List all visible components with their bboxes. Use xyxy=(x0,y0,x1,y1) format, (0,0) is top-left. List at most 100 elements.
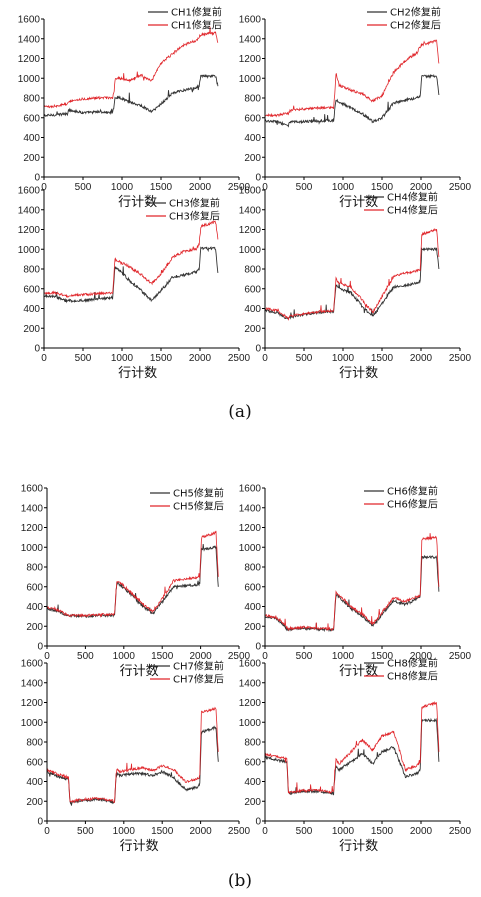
y-tick-label: 1400 xyxy=(18,34,41,45)
x-tick-label: 2500 xyxy=(228,651,251,662)
legend-label-1: CH2修复前 xyxy=(390,6,441,19)
chart-panel-4: 0 200 400 600 800 1000 1200 1400 1600 0 500 1000 150… xyxy=(239,186,472,382)
y-tick-label: 800 xyxy=(23,265,40,276)
y-tick-label: 1400 xyxy=(21,678,44,689)
legend-label-2: CH7修复后 xyxy=(173,673,224,686)
x-tick-label: 2000 xyxy=(189,826,212,837)
y-tick-label: 800 xyxy=(26,738,43,749)
x-tick-label: 1500 xyxy=(151,651,174,662)
series-line-2 xyxy=(46,706,219,804)
x-tick-label: 1000 xyxy=(113,826,136,837)
y-tick-label: 1200 xyxy=(21,523,44,534)
chart-panel-7: 0 200 400 600 800 1000 1200 1400 1600 0 500 1000 150… xyxy=(21,659,251,855)
x-tick-label: 500 xyxy=(296,182,313,193)
legend-label-2: CH2修复后 xyxy=(390,19,441,32)
series-line-2 xyxy=(43,26,219,109)
chart-panel-8: 0 200 400 600 800 1000 1200 1400 1600 0 500 1000 150… xyxy=(239,657,472,855)
y-tick-label: 200 xyxy=(244,324,261,335)
y-tick-label: 1400 xyxy=(239,678,262,689)
series-line-1 xyxy=(264,247,440,320)
y-tick-label: 600 xyxy=(244,757,261,768)
y-tick-label: 1400 xyxy=(18,205,41,216)
y-tick-label: 1600 xyxy=(18,186,41,197)
y-tick-label: 1200 xyxy=(239,225,262,236)
y-tick-label: 1000 xyxy=(18,245,41,256)
x-tick-label: 1000 xyxy=(332,651,355,662)
y-tick-label: 800 xyxy=(244,563,261,574)
y-tick-label: 600 xyxy=(244,284,261,295)
x-tick-label: 2500 xyxy=(228,353,251,364)
x-tick-label: 2500 xyxy=(449,353,472,364)
y-tick-label: 1600 xyxy=(239,659,262,670)
x-tick-label: 1500 xyxy=(151,826,174,837)
x-tick-label: 2000 xyxy=(189,651,212,662)
y-tick-label: 200 xyxy=(244,153,261,164)
legend-label-2: CH1修复后 xyxy=(171,19,222,32)
x-tick-label: 2500 xyxy=(228,182,251,193)
y-tick-label: 1000 xyxy=(239,718,262,729)
legend-label-2: CH6修复后 xyxy=(387,498,438,511)
y-tick-label: 1400 xyxy=(239,34,262,45)
y-tick-label: 200 xyxy=(26,622,43,633)
x-tick-label: 500 xyxy=(296,651,313,662)
y-tick-label: 400 xyxy=(26,602,43,613)
series-line-1 xyxy=(264,73,440,128)
y-tick-label: 1400 xyxy=(239,503,262,514)
legend-label-1: CH4修复前 xyxy=(387,191,438,204)
x-tick-label: 1000 xyxy=(111,353,134,364)
x-tick-label: 0 xyxy=(262,353,268,364)
x-tick-label: 0 xyxy=(262,826,268,837)
legend-label-1: CH1修复前 xyxy=(171,6,222,19)
x-tick-label: 0 xyxy=(41,182,47,193)
y-tick-label: 400 xyxy=(23,133,40,144)
x-tick-label: 2000 xyxy=(410,826,433,837)
x-tick-label: 1500 xyxy=(371,651,394,662)
y-tick-label: 1200 xyxy=(21,698,44,709)
y-tick-label: 1400 xyxy=(239,205,262,216)
y-tick-label: 1600 xyxy=(239,15,262,26)
x-tick-label: 500 xyxy=(77,651,94,662)
x-tick-label: 2000 xyxy=(410,182,433,193)
x-tick-label: 2500 xyxy=(449,182,472,193)
x-tick-label: 1000 xyxy=(332,353,355,364)
y-tick-label: 1400 xyxy=(21,503,44,514)
legend-label-2: CH8修复后 xyxy=(387,670,438,683)
y-tick-label: 800 xyxy=(23,94,40,105)
y-tick-label: 1200 xyxy=(18,225,41,236)
y-tick-label: 400 xyxy=(23,304,40,315)
x-tick-label: 2000 xyxy=(410,353,433,364)
y-tick-label: 200 xyxy=(26,797,43,808)
x-tick-label: 500 xyxy=(77,826,94,837)
y-tick-label: 1200 xyxy=(18,54,41,65)
y-tick-label: 0 xyxy=(37,642,43,653)
x-tick-label: 1500 xyxy=(371,826,394,837)
y-tick-label: 400 xyxy=(244,304,261,315)
x-tick-label: 2500 xyxy=(228,826,251,837)
y-tick-label: 600 xyxy=(23,113,40,124)
y-tick-label: 600 xyxy=(26,582,43,593)
x-axis-label: 行计数 xyxy=(339,195,378,210)
y-tick-label: 800 xyxy=(26,563,43,574)
x-axis-label: 行计数 xyxy=(120,664,159,679)
y-tick-label: 800 xyxy=(244,94,261,105)
x-tick-label: 0 xyxy=(262,651,268,662)
y-tick-label: 1000 xyxy=(21,543,44,554)
y-tick-label: 0 xyxy=(37,817,43,828)
legend-label-2: CH3修复后 xyxy=(169,210,220,223)
y-tick-label: 1600 xyxy=(239,484,262,495)
y-tick-label: 1600 xyxy=(239,186,262,197)
legend-label-1: CH6修复前 xyxy=(387,485,438,498)
series-line-2 xyxy=(46,530,219,618)
y-tick-label: 800 xyxy=(244,265,261,276)
y-tick-label: 0 xyxy=(255,173,261,184)
x-tick-label: 1000 xyxy=(111,182,134,193)
series-line-1 xyxy=(46,725,219,806)
x-tick-label: 2000 xyxy=(410,651,433,662)
series-line-1 xyxy=(46,543,219,619)
y-tick-label: 200 xyxy=(244,797,261,808)
series-line-1 xyxy=(43,73,219,117)
